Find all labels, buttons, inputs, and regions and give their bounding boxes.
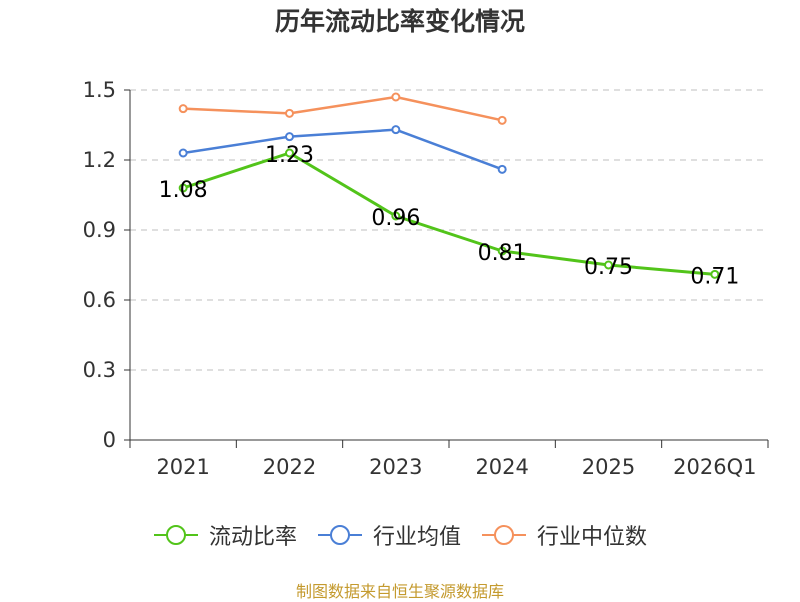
y-tick-label: 0 [103, 428, 116, 452]
legend-marker-current-ratio [153, 525, 198, 545]
legend: 流动比率 行业均值 行业中位数 [0, 519, 800, 551]
legend-marker-industry-mean [317, 525, 362, 545]
data-point-series-1 [391, 125, 401, 135]
legend-label-industry-mean: 行业均值 [372, 525, 461, 550]
data-point-series-2 [391, 92, 401, 102]
legend-item-industry-mean[interactable]: 行业均值 [317, 519, 461, 551]
y-tick-label: 1.5 [83, 78, 116, 102]
x-tick-label: 2025 [582, 455, 635, 479]
data-label: 0.96 [371, 206, 420, 231]
legend-marker-industry-median [482, 525, 526, 545]
data-point-series-0 [604, 260, 613, 270]
chart-title: 历年流动比率变化情况 [274, 7, 525, 36]
x-tick-label: 2026Q1 [673, 455, 756, 479]
data-point-series-0 [710, 269, 720, 279]
data-label: 0.81 [478, 241, 527, 266]
x-tick-label: 2023 [369, 455, 422, 479]
data-label: 1.08 [159, 178, 208, 203]
legend-item-industry-median[interactable]: 行业中位数 [481, 519, 647, 551]
data-point-series-2 [178, 104, 188, 114]
y-tick-label: 0.9 [83, 218, 116, 242]
x-tick-label: 2022 [263, 455, 316, 479]
x-tick-label: 2024 [475, 455, 528, 479]
y-tick-label: 0.3 [83, 358, 116, 382]
data-point-series-2 [285, 108, 294, 118]
data-label: 1.23 [265, 143, 314, 168]
data-point-series-1 [178, 148, 188, 158]
data-point-series-2 [497, 115, 507, 125]
source-note: 制图数据来自恒生聚源数据库 [295, 582, 504, 601]
legend-label-current-ratio: 流动比率 [208, 525, 297, 550]
data-point-series-1 [285, 132, 294, 142]
data-label: 0.75 [584, 255, 633, 280]
y-tick-label: 0.6 [83, 288, 116, 312]
data-point-series-0 [178, 183, 188, 193]
data-point-series-0 [391, 211, 401, 221]
data-point-series-0 [285, 148, 294, 158]
legend-label-industry-median: 行业中位数 [537, 525, 648, 550]
series-line-1 [182, 128, 503, 171]
legend-item-current-ratio[interactable]: 流动比率 [153, 519, 297, 551]
data-point-series-0 [497, 246, 507, 256]
series-line-0 [182, 151, 715, 276]
y-tick-label: 1.2 [83, 148, 116, 172]
x-tick-label: 2021 [156, 455, 209, 479]
series-line-2 [183, 95, 503, 122]
data-point-series-1 [497, 164, 507, 174]
data-label: 0.71 [690, 264, 739, 289]
